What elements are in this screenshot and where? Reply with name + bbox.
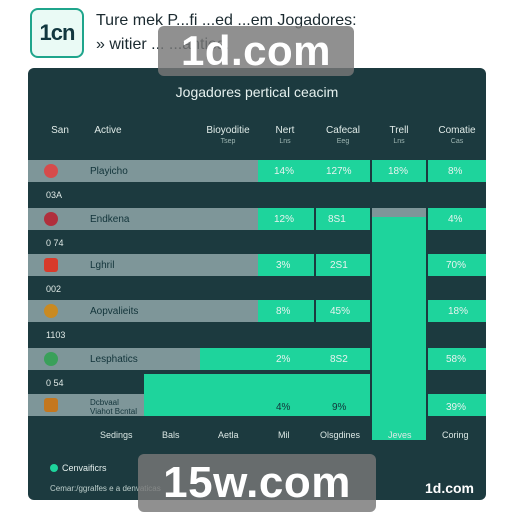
row-value-comatie: 39%	[446, 402, 467, 413]
row-value-cafecal: 45%	[330, 306, 351, 317]
row-value-comatie: 58%	[446, 354, 467, 365]
footer-label[interactable]: Aetla	[218, 430, 239, 440]
col-header-nert[interactable]: Nert Lns	[275, 125, 295, 145]
legend-dot-icon	[50, 464, 58, 472]
player-icon	[44, 212, 58, 226]
footer-label[interactable]: Sedings	[100, 430, 133, 440]
cell-fill	[372, 217, 426, 230]
row-value-comatie: 4%	[448, 214, 463, 225]
row-band	[28, 254, 258, 276]
row-band	[28, 348, 200, 370]
row-value-cafecal: 2S1	[330, 260, 348, 271]
row-value-comatie: 8%	[448, 166, 463, 177]
cell-fill	[428, 254, 486, 276]
row-value-cafecal: 8S1	[328, 214, 346, 225]
cell-fill	[144, 374, 370, 416]
footer-label[interactable]: Mil	[278, 430, 290, 440]
watermark-top: 1d.com	[158, 26, 354, 76]
cell-fill	[372, 208, 426, 217]
cell-fill	[428, 394, 486, 416]
row-id: 1103	[46, 330, 66, 340]
row-name[interactable]: Endkena	[90, 214, 130, 225]
footer-label[interactable]: Olsgdines	[320, 430, 361, 440]
row-value-nert: 3%	[276, 260, 291, 271]
trell-column-bar	[372, 230, 426, 440]
row-value-nert: 2%	[276, 354, 291, 365]
legend-label: Cenvaificrs	[62, 463, 107, 473]
row-id: 03A	[46, 190, 63, 200]
col-header-cafecal[interactable]: Cafecal Eeg	[326, 125, 360, 145]
player-icon	[44, 398, 58, 412]
row-value-nert: 14%	[274, 166, 295, 177]
cell-fill	[316, 208, 370, 230]
row-id: 002	[46, 284, 62, 294]
cell-fill	[428, 208, 486, 230]
row-value-cafecal: 9%	[332, 402, 347, 413]
cell-fill	[428, 348, 486, 370]
row-value-comatie: 70%	[446, 260, 467, 271]
cell-fill	[316, 254, 370, 276]
col-header-comatie[interactable]: Comatie Cas	[438, 125, 476, 145]
col-header-trell[interactable]: Trell Lns	[389, 125, 409, 145]
col-header-active[interactable]: Active	[94, 125, 122, 136]
col-header-san[interactable]: San	[51, 125, 69, 136]
row-value-nert: 4%	[276, 402, 291, 413]
row-band	[28, 300, 258, 322]
app-logo: 1cn	[30, 8, 84, 58]
row-name[interactable]: Dcbvaal Viahot Bcntal	[90, 398, 137, 416]
cell-fill	[372, 160, 426, 182]
row-value-nert: 8%	[276, 306, 291, 317]
stats-panel: Jogadores pertical ceacim San Active Bio…	[28, 68, 486, 500]
row-name[interactable]: Aopvalieits	[90, 306, 139, 317]
footer-note: Cemar:/ggralfes e a denvaticas	[50, 484, 161, 493]
row-name[interactable]: Lghril	[90, 260, 115, 271]
row-id: 0 74	[46, 238, 64, 248]
player-icon	[44, 164, 58, 178]
player-icon	[44, 352, 58, 366]
footer-label[interactable]: Bals	[162, 430, 180, 440]
cell-fill	[258, 208, 314, 230]
player-icon	[44, 258, 58, 272]
row-value-cafecal: 127%	[326, 166, 352, 177]
cell-fill	[316, 300, 370, 322]
cell-fill	[258, 300, 314, 322]
row-value-cafecal: 8S2	[330, 354, 348, 365]
footer-label[interactable]: Jeves	[388, 430, 412, 440]
row-band	[28, 160, 258, 182]
cell-fill	[200, 348, 370, 370]
panel-title: Jogadores pertical ceacim	[175, 84, 339, 100]
cell-fill	[258, 160, 370, 182]
header-line-1: Ture mek P...fi ...ed ...em Jogadores:	[96, 12, 357, 29]
footer-label[interactable]: Coring	[442, 430, 469, 440]
player-icon	[44, 304, 58, 318]
row-value-trell: 18%	[388, 166, 409, 177]
row-name[interactable]: Playicho	[90, 166, 128, 177]
cell-fill	[258, 254, 314, 276]
row-name[interactable]: Lesphatics	[90, 354, 138, 365]
row-band	[28, 208, 258, 230]
col-header-bioyoditie[interactable]: Bioyoditie Tsep	[206, 125, 250, 145]
row-value-nert: 12%	[274, 214, 295, 225]
cell-fill	[428, 160, 486, 182]
cell-fill	[428, 300, 486, 322]
row-id: 0 54	[46, 378, 64, 388]
row-value-comatie: 18%	[448, 306, 469, 317]
brand-mark: 1d.com	[424, 480, 474, 496]
watermark-bottom: 15w.com	[138, 454, 376, 512]
